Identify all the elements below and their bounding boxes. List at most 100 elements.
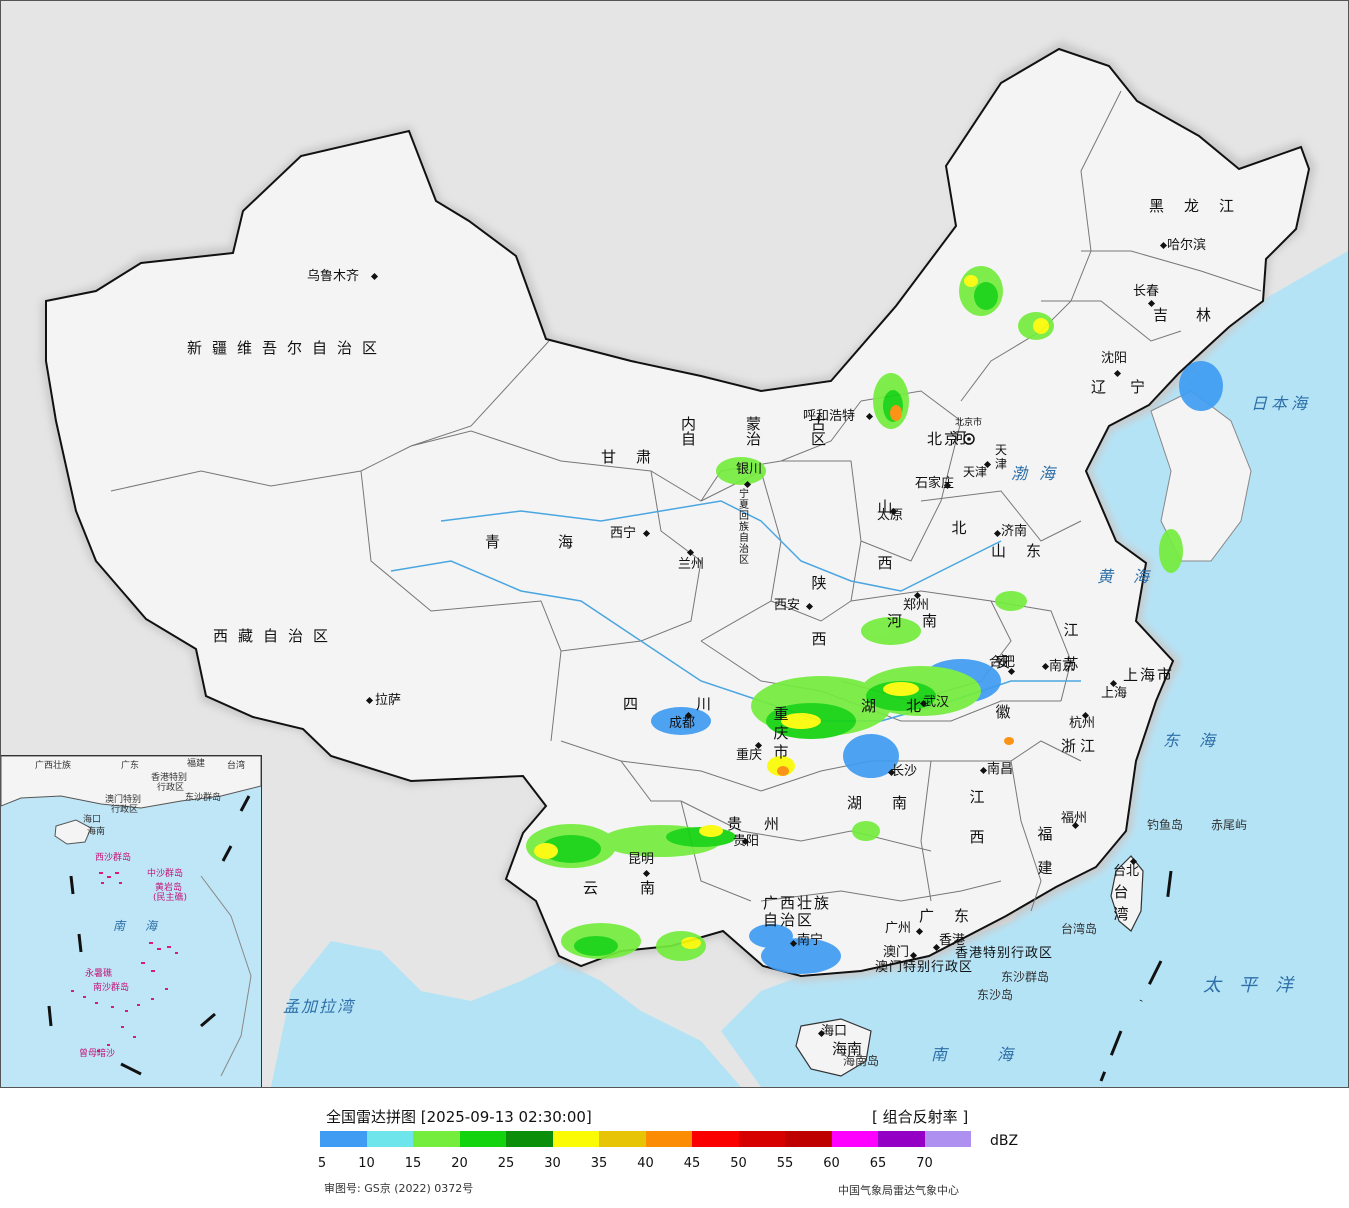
province-label-qinghai: 青海 bbox=[485, 533, 632, 551]
legend-swatch bbox=[506, 1131, 553, 1147]
province-label-tianjin: 天津 bbox=[994, 443, 1007, 471]
inset-label-hk2: 行政区 bbox=[157, 783, 185, 793]
province-label-shandong: 山东 bbox=[991, 542, 1062, 560]
city-label-hangzhou: 杭州 bbox=[1069, 716, 1096, 731]
capital-marker bbox=[963, 433, 975, 445]
city-label-nanning: 南宁 bbox=[797, 933, 824, 948]
province-label-henan: 河南 bbox=[887, 612, 958, 630]
province-label-liaoning: 辽宁 bbox=[1091, 378, 1170, 396]
province-label-xinjiang: 新疆维吾尔自治区 bbox=[187, 339, 388, 357]
city-label-macau: 澳门 bbox=[883, 945, 910, 960]
province-label-heilongjiang: 黑龙江 bbox=[1149, 197, 1255, 215]
province-label-anhui: 安徽 bbox=[995, 653, 1011, 721]
province-label-taiwan: 台湾 bbox=[1113, 883, 1129, 923]
legend-swatch bbox=[413, 1131, 460, 1147]
province-label-hunan: 湖南 bbox=[847, 794, 938, 812]
city-label-shanghai: 上海 bbox=[1101, 686, 1128, 701]
province-label-guizhou: 贵州 bbox=[727, 815, 802, 833]
map-canvas bbox=[41, 41, 1348, 1087]
inset-label-sea: 南海 bbox=[113, 919, 178, 933]
province-label-guangxi: 广西壮族自治区 bbox=[763, 894, 832, 929]
legend-swatch bbox=[785, 1131, 832, 1147]
inset-label-hainan: 海南 bbox=[87, 827, 106, 837]
province-label-jiangsu: 江苏 bbox=[1063, 621, 1079, 673]
city-label-chongqing: 重庆 bbox=[736, 748, 763, 763]
legend-tick-label: 55 bbox=[776, 1156, 794, 1171]
legend-swatch bbox=[738, 1131, 785, 1147]
legend-tick-label: 35 bbox=[590, 1156, 608, 1171]
legend-tick-label: 70 bbox=[916, 1156, 933, 1171]
island-dots bbox=[71, 872, 178, 1052]
radar-legend: 全国雷达拼图 [2025-09-13 02:30:00] [ 组合反射率 ] d… bbox=[0, 1088, 1349, 1208]
legend-tick-label: 45 bbox=[683, 1156, 701, 1171]
city-label-changchun: 长春 bbox=[1133, 284, 1160, 299]
province-label-shanghai: 上海市 bbox=[1123, 666, 1175, 684]
province-label-jiangxi: 江西 bbox=[969, 788, 985, 846]
legend-tick-label: 40 bbox=[637, 1156, 654, 1171]
legend-swatch bbox=[552, 1131, 599, 1147]
province-label-zhejiang: 浙江 bbox=[1061, 737, 1100, 755]
city-label-zhengzhou: 郑州 bbox=[903, 598, 930, 613]
city-label-lanzhou: 兰州 bbox=[678, 557, 705, 572]
inset-label-fujian: 福建 bbox=[187, 759, 206, 769]
agency-name: 中国气象局雷达气象中心 bbox=[838, 1184, 959, 1197]
province-label-ningxia: 宁夏回族自治区 bbox=[739, 489, 749, 566]
legend-swatch bbox=[924, 1131, 971, 1147]
city-label-harbin: 哈尔滨 bbox=[1167, 238, 1207, 253]
inset-label-taiwan: 台湾 bbox=[227, 761, 246, 771]
inset-label-guangxi: 广西壮族 bbox=[35, 761, 72, 771]
radar-echoes bbox=[526, 266, 1223, 974]
legend-swatch bbox=[599, 1131, 646, 1147]
inset-label-macau2: 行政区 bbox=[111, 805, 139, 815]
city-label-hohhot: 呼和浩特 bbox=[803, 409, 856, 424]
province-label-chongqing: 重庆市 bbox=[773, 705, 789, 761]
city-label-xining: 西宁 bbox=[610, 526, 637, 541]
province-label-xizang: 西藏自治区 bbox=[213, 627, 339, 645]
inset-label-huangyan: 黄岩岛 bbox=[155, 883, 183, 893]
inset-label-zengmu: 曾母暗沙 bbox=[79, 1049, 116, 1059]
city-label-haikou: 海口 bbox=[821, 1024, 848, 1039]
legend-title: 全国雷达拼图 [2025-09-13 02:30:00] bbox=[326, 1108, 592, 1126]
province-label-shanxi: 山西 bbox=[877, 498, 893, 572]
legend-tick-label: 20 bbox=[451, 1156, 468, 1171]
radar-map[interactable]: 新疆维吾尔自治区 西藏自治区 青海 甘肃 内蒙古自治区 四川 云南 陕西 山西 … bbox=[0, 0, 1349, 1088]
city-label-shenyang: 沈阳 bbox=[1101, 351, 1128, 366]
sea-label-east: 东海 bbox=[1163, 731, 1236, 750]
province-label-yunnan: 云南 bbox=[583, 879, 698, 897]
legend-swatch bbox=[878, 1131, 925, 1147]
city-label-taiyuan: 太原 bbox=[877, 508, 904, 523]
city-label-chengdu: 成都 bbox=[669, 716, 696, 731]
sea-label-bengal: 孟加拉湾 bbox=[283, 997, 356, 1016]
city-label-changsha: 长沙 bbox=[891, 764, 918, 779]
province-label-beijing: 北京 bbox=[927, 430, 962, 448]
province-label-neimenggu: 内蒙古自治区 bbox=[681, 415, 877, 448]
province-label-sichuan: 四川 bbox=[623, 695, 770, 713]
legend-tick-label: 25 bbox=[497, 1156, 515, 1171]
city-label-wuhan: 武汉 bbox=[923, 695, 950, 710]
island-label-dongsha: 东沙群岛 bbox=[1001, 970, 1050, 984]
taiwan-island bbox=[1110, 855, 1144, 932]
south-china-sea-inset: 广西壮族 广东 福建 台湾 香港特别 行政区 澳门特别 行政区 东沙群岛 海口 … bbox=[1, 755, 262, 1087]
province-label-jilin: 吉林 bbox=[1153, 306, 1240, 324]
island-label-dongsha-dao: 东沙岛 bbox=[977, 988, 1014, 1002]
sea-label-japan: 日本海 bbox=[1251, 394, 1312, 413]
legend-tick-label: 65 bbox=[869, 1156, 887, 1171]
city-label-hongkong: 香港 bbox=[939, 933, 966, 948]
sea-label-bohai: 渤海 bbox=[1011, 464, 1068, 483]
legend-swatch bbox=[692, 1131, 739, 1147]
province-label-hongkong: 香港特别行政区 bbox=[955, 946, 1054, 961]
inset-label-zhongsha: 中沙群岛 bbox=[147, 869, 184, 879]
province-label-hainan: 海南 bbox=[831, 1040, 862, 1058]
inset-label-guangdong: 广东 bbox=[121, 761, 140, 771]
province-label-gansu: 甘肃 bbox=[601, 448, 672, 466]
legend-swatch bbox=[831, 1131, 878, 1147]
legend-unit: dBZ bbox=[990, 1133, 1019, 1149]
city-label-guiyang: 贵阳 bbox=[733, 834, 760, 849]
province-label-hebei: 河北 bbox=[951, 429, 967, 537]
island-label-taiwan-dao: 台湾岛 bbox=[1061, 922, 1098, 936]
sea-label-south: 南海 bbox=[931, 1045, 1064, 1064]
inset-canvas bbox=[1, 756, 261, 1077]
review-number: 审图号: GS京 (2022) 0372号 bbox=[324, 1182, 474, 1195]
legend-color-bar bbox=[320, 1131, 971, 1147]
island-label-chiwei: 赤尾屿 bbox=[1211, 818, 1248, 832]
